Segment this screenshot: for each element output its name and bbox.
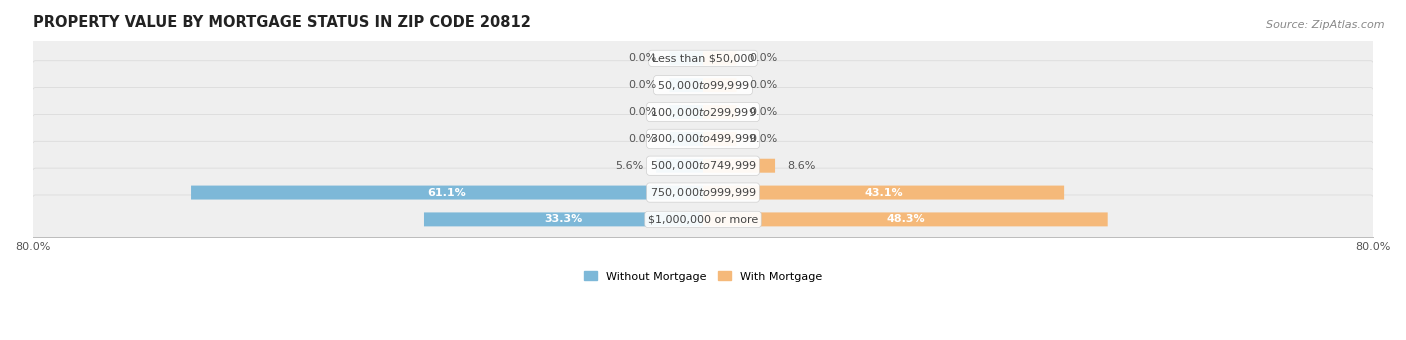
Text: $500,000 to $749,999: $500,000 to $749,999 — [650, 159, 756, 172]
Text: $300,000 to $499,999: $300,000 to $499,999 — [650, 132, 756, 146]
FancyBboxPatch shape — [703, 78, 737, 92]
FancyBboxPatch shape — [31, 168, 1375, 217]
FancyBboxPatch shape — [703, 105, 737, 119]
Text: $50,000 to $99,999: $50,000 to $99,999 — [657, 79, 749, 92]
FancyBboxPatch shape — [703, 159, 775, 173]
FancyBboxPatch shape — [703, 186, 1064, 200]
Text: $1,000,000 or more: $1,000,000 or more — [648, 215, 758, 224]
Text: 0.0%: 0.0% — [628, 80, 657, 90]
FancyBboxPatch shape — [669, 78, 703, 92]
FancyBboxPatch shape — [703, 132, 737, 146]
FancyBboxPatch shape — [657, 159, 703, 173]
FancyBboxPatch shape — [31, 88, 1375, 136]
Text: 0.0%: 0.0% — [628, 134, 657, 144]
Text: $100,000 to $299,999: $100,000 to $299,999 — [650, 105, 756, 119]
Text: 0.0%: 0.0% — [749, 80, 778, 90]
FancyBboxPatch shape — [669, 105, 703, 119]
Text: 0.0%: 0.0% — [749, 53, 778, 63]
FancyBboxPatch shape — [669, 51, 703, 65]
Text: 0.0%: 0.0% — [749, 107, 778, 117]
Text: Source: ZipAtlas.com: Source: ZipAtlas.com — [1267, 20, 1385, 30]
Text: 5.6%: 5.6% — [616, 161, 644, 171]
FancyBboxPatch shape — [703, 51, 737, 65]
Legend: Without Mortgage, With Mortgage: Without Mortgage, With Mortgage — [579, 267, 827, 286]
Text: PROPERTY VALUE BY MORTGAGE STATUS IN ZIP CODE 20812: PROPERTY VALUE BY MORTGAGE STATUS IN ZIP… — [32, 15, 530, 30]
Text: Less than $50,000: Less than $50,000 — [652, 53, 754, 63]
Text: 0.0%: 0.0% — [628, 107, 657, 117]
FancyBboxPatch shape — [31, 61, 1375, 109]
Text: 8.6%: 8.6% — [787, 161, 815, 171]
Text: 33.3%: 33.3% — [544, 215, 582, 224]
Text: 61.1%: 61.1% — [427, 188, 467, 198]
Text: 0.0%: 0.0% — [749, 134, 778, 144]
FancyBboxPatch shape — [669, 132, 703, 146]
FancyBboxPatch shape — [191, 186, 703, 200]
FancyBboxPatch shape — [31, 195, 1375, 244]
FancyBboxPatch shape — [31, 115, 1375, 163]
FancyBboxPatch shape — [31, 34, 1375, 83]
Text: 0.0%: 0.0% — [628, 53, 657, 63]
Text: 43.1%: 43.1% — [865, 188, 903, 198]
Text: 48.3%: 48.3% — [886, 215, 925, 224]
FancyBboxPatch shape — [703, 212, 1108, 226]
Text: $750,000 to $999,999: $750,000 to $999,999 — [650, 186, 756, 199]
FancyBboxPatch shape — [31, 141, 1375, 190]
FancyBboxPatch shape — [425, 212, 703, 226]
